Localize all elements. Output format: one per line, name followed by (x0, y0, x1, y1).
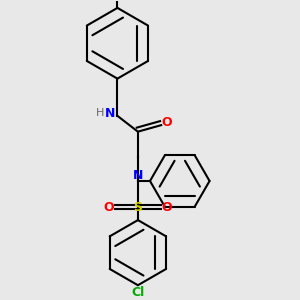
Text: O: O (104, 201, 114, 214)
Text: Cl: Cl (131, 286, 145, 299)
Text: N: N (133, 169, 143, 182)
Text: N: N (105, 106, 115, 120)
Text: S: S (134, 201, 142, 214)
Text: O: O (161, 116, 172, 129)
Text: O: O (161, 201, 172, 214)
Text: H: H (96, 108, 104, 118)
